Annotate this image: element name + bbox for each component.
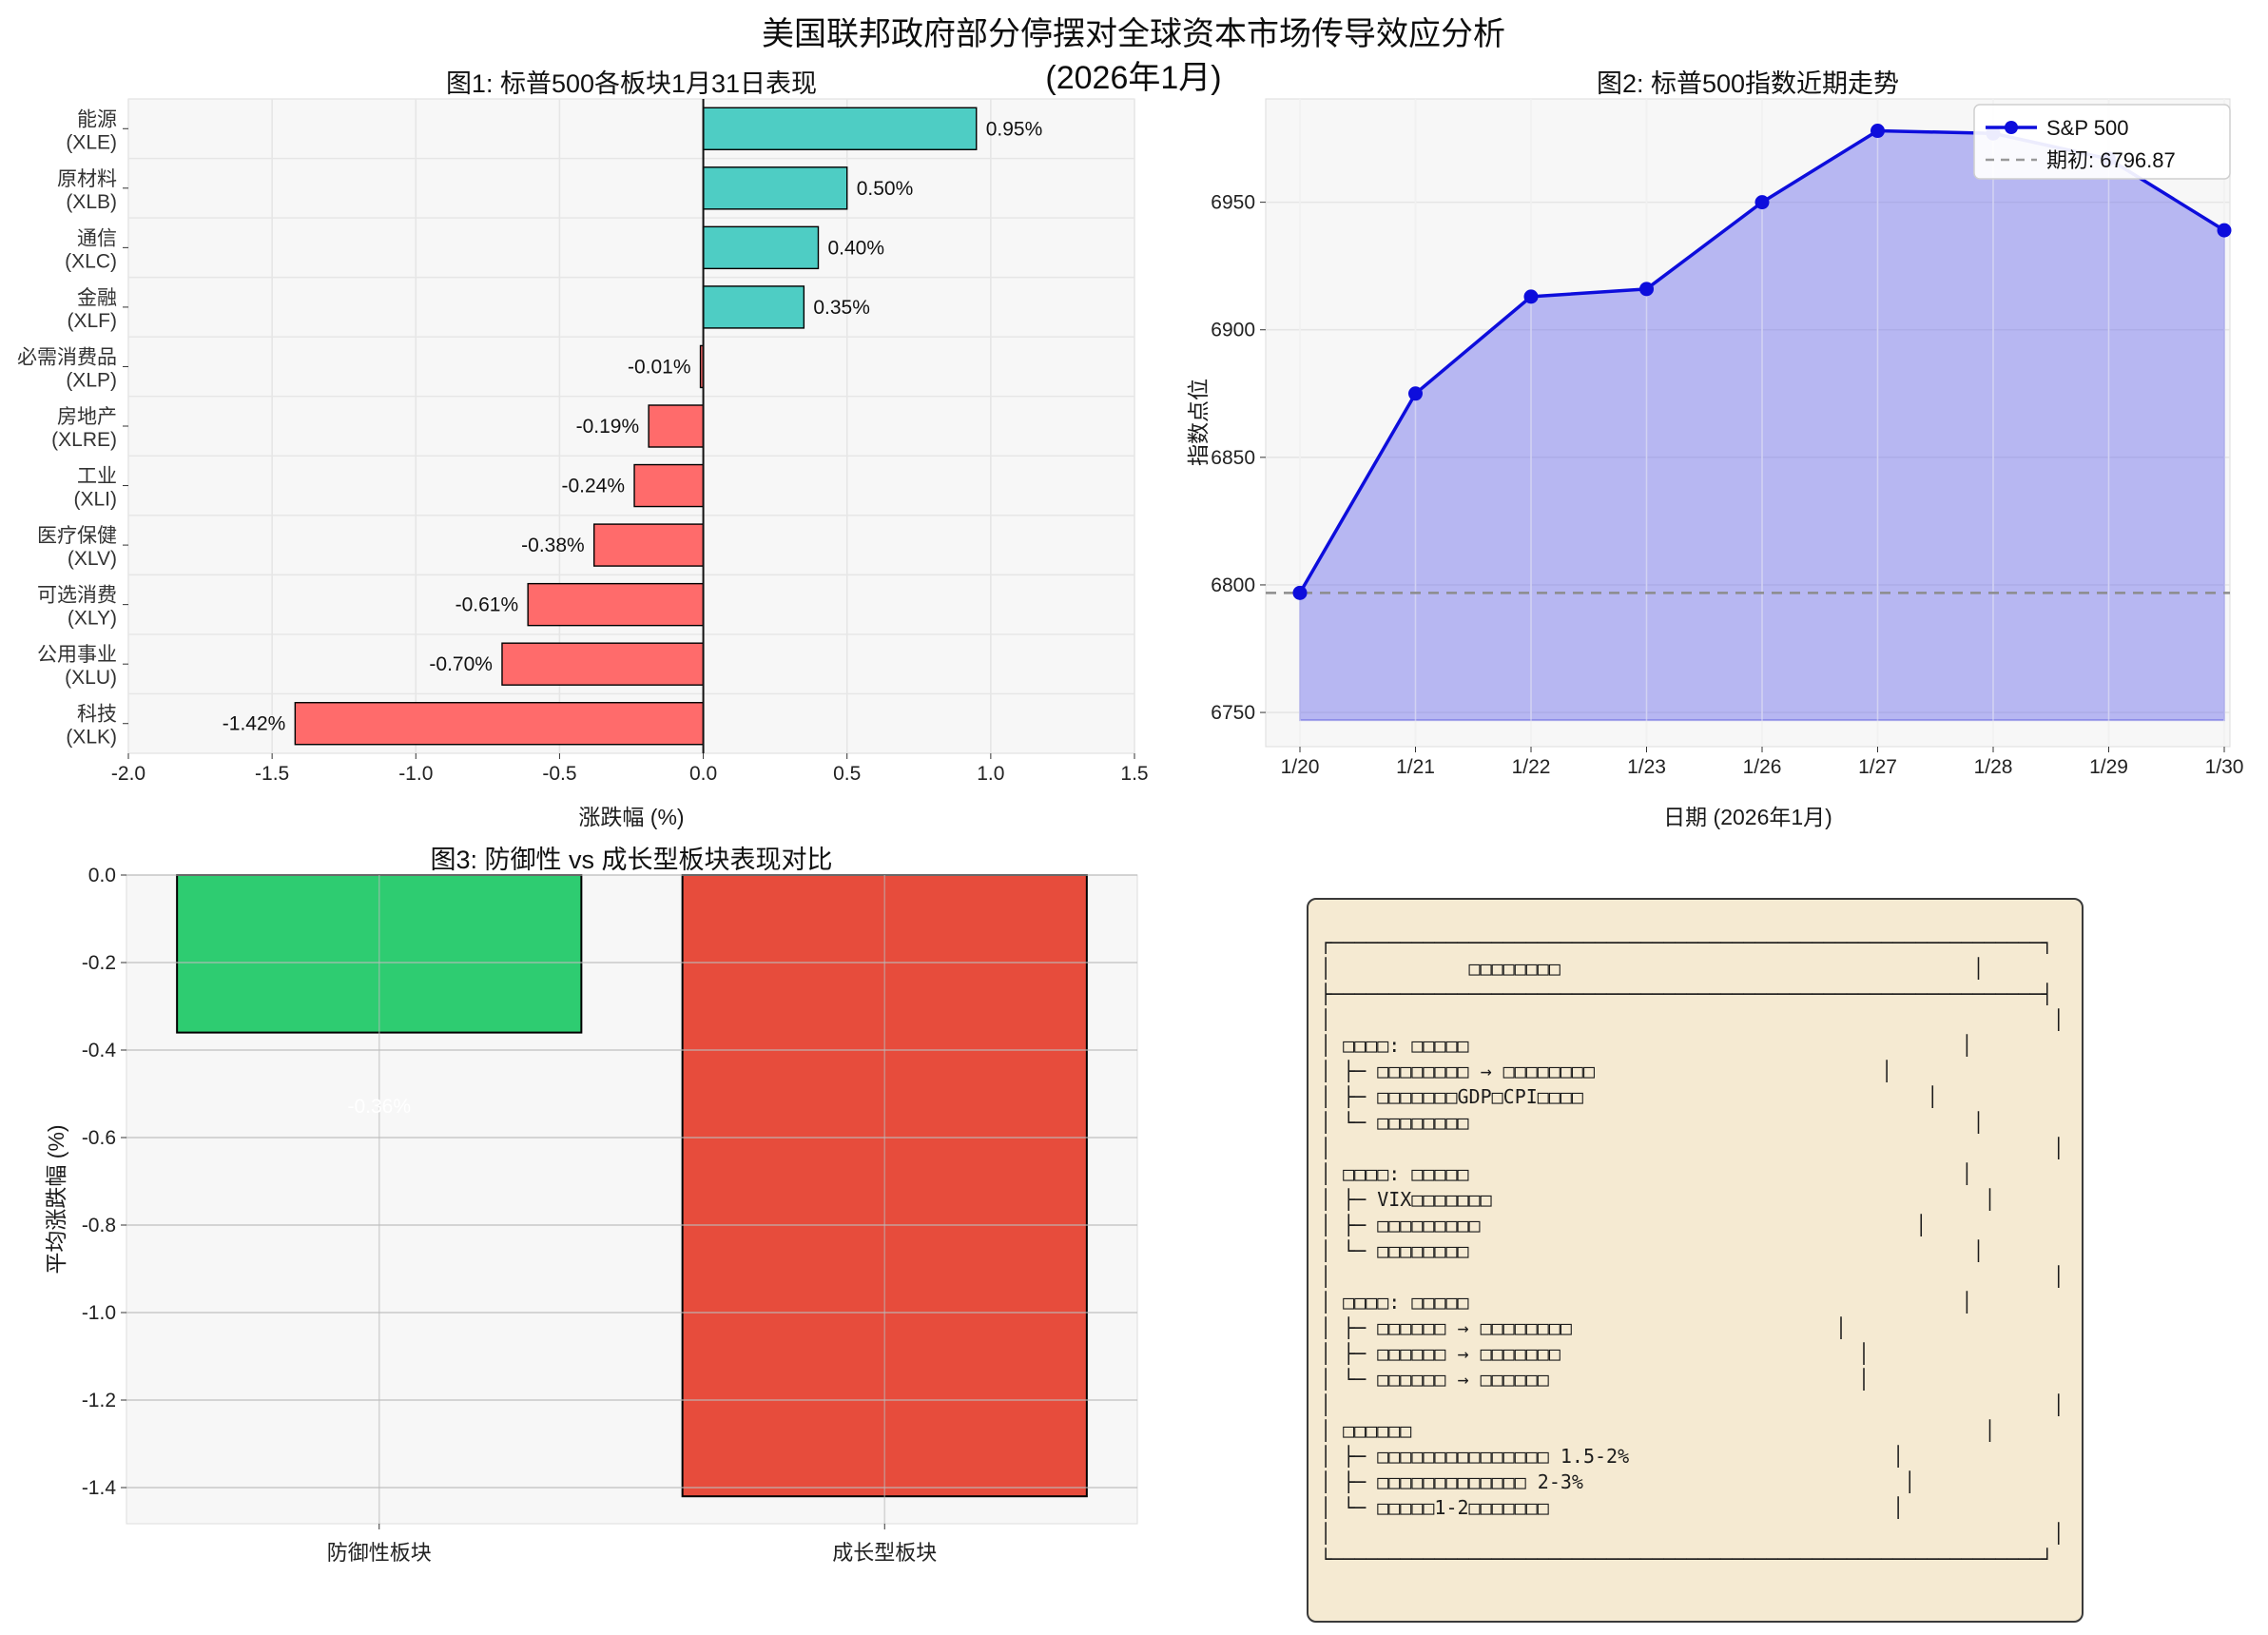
x-tick-label: 0.5 [833,763,861,785]
fig2-title: 图2: 标普500指数近期走势 [1596,69,1900,98]
x-tick-label: 1/28 [1974,756,2013,778]
x-tick-label: -1.0 [398,763,433,785]
bar-value-label: 0.50% [857,178,914,200]
bar-value-label: 0.40% [827,237,884,259]
bar-value-label: -0.36% [347,1096,411,1118]
fig3-title: 图3: 防御性 vs 成长型板块表现对比 [430,846,833,874]
category-label: 金融(XLF) [68,287,118,332]
bar-value-label: -0.61% [456,594,519,616]
category-label: 公用事业(XLU) [37,644,117,689]
sector-bar [702,225,820,270]
legend-box [1973,104,2231,180]
bar-value-label: -0.24% [561,476,625,497]
bar-value-label: 0.95% [986,118,1043,140]
data-point [1408,386,1423,401]
data-point [1292,585,1308,600]
x-tick-label: 1.0 [977,763,1004,785]
y-tick-label: -0.4 [82,1040,117,1061]
bar-value-label: 0.35% [813,297,870,319]
x-tick-label: -2.0 [111,763,145,785]
analysis-box: ┌───────────────────────────────────────… [1307,898,2084,1623]
x-tick-label: 1/20 [1281,756,1320,778]
fig3-ylabel: 平均涨跌幅 (%) [44,1124,68,1275]
x-tick-label: -1.5 [255,763,289,785]
category-label: 房地产(XLRE) [51,406,117,451]
y-tick-label: 6950 [1211,192,1255,214]
data-point [1639,282,1654,297]
fig1-xlabel: 涨跌幅 (%) [578,805,685,829]
bar-value-label: -0.19% [576,416,640,438]
x-tick-label: 0.0 [689,763,717,785]
fig1-title: 图1: 标普500各板块1月31日表现 [445,69,818,98]
analysis-box-text: ┌───────────────────────────────────────… [1320,931,2064,1570]
category-label: 成长型板块 [832,1541,937,1565]
y-tick-label: -1.0 [82,1302,116,1324]
legend-label: S&P 500 [2046,116,2128,140]
legend-marker [2005,121,2018,134]
category-label: 原材料(XLB) [57,168,117,213]
category-label: 通信(XLC) [65,227,117,272]
sector-bar [527,582,705,627]
y-tick-label: 6800 [1211,574,1255,596]
x-tick-label: 1/21 [1396,756,1435,778]
x-tick-label: 1/22 [1512,756,1551,778]
bar-value-label: -0.70% [429,653,493,675]
x-tick-label: 1.5 [1120,763,1148,785]
category-label: 防御性板块 [327,1541,432,1565]
bar-value-label: -1.42% [223,713,286,735]
sector-bar [702,107,978,150]
data-point [1754,195,1770,210]
fig2-sp500-line-chart: 6750 6800 6850 6900 6950 1/20 1/21 1/22 1/23 1/26… [1211,98,2244,778]
sector-bar [648,404,705,448]
category-label: 能源(XLE) [66,108,117,153]
fig2-ylabel: 指数点位 [1186,379,1211,466]
sector-bar [702,285,805,329]
data-point [2217,223,2232,238]
fig2-legend: S&P 500 期初: 6796.87 [1973,104,2231,180]
y-tick-label: -0.8 [82,1215,116,1236]
x-tick-label: -0.5 [542,763,576,785]
x-tick-label: 1/27 [1858,756,1897,778]
x-tick-label: 1/30 [2205,756,2244,778]
y-tick-label: 6900 [1211,320,1255,341]
y-tick-label: 0.0 [88,865,116,886]
category-label: 医疗保健(XLV) [37,525,117,570]
y-tick-label: 6850 [1211,447,1255,469]
sector-bar [633,463,705,508]
sector-bar [702,166,848,210]
page-title: 美国联邦政府部分停摆对全球资本市场传导效应分析 [762,16,1505,52]
sector-bar [593,523,705,567]
sector-bar [294,702,705,746]
bar-value-label: -0.01% [628,356,691,378]
fig2-plot-area [1265,98,2231,748]
category-label: 必需消费品(XLP) [17,346,117,391]
fig2-xlabel: 日期 (2026年1月) [1663,805,1832,829]
y-tick-label: -0.2 [82,952,116,974]
x-tick-label: 1/26 [1743,756,1782,778]
fig1-sector-bar-chart: -2.0 -1.5 -1.0 -0.5 0.0 0.5 1.0 1.5 0.95% 能源(XLE)… [17,98,1149,785]
x-tick-label: 1/29 [2089,756,2128,778]
fig3-comparison-bar-chart: 0.0 -0.2 -0.4 -0.6 -0.8 -1.0 -1.2 -1.4 防御性板块 成长型板… [82,865,1138,1565]
y-tick-label: 6750 [1211,702,1255,724]
data-point [1523,289,1539,304]
y-tick-label: -1.4 [82,1477,117,1499]
legend-label: 期初: 6796.87 [2046,148,2176,172]
y-tick-label: -1.2 [82,1390,116,1411]
y-tick-label: -0.6 [82,1127,116,1149]
data-point [1871,124,1885,139]
category-label: 工业(XLI) [73,466,117,511]
sector-bar [501,642,705,686]
category-label: 可选消费(XLY) [37,585,117,630]
bar-value-label: -0.38% [521,535,585,556]
category-label: 科技(XLK) [66,704,117,749]
x-tick-label: 1/23 [1627,756,1666,778]
page-subtitle: (2026年1月) [1045,60,1222,96]
